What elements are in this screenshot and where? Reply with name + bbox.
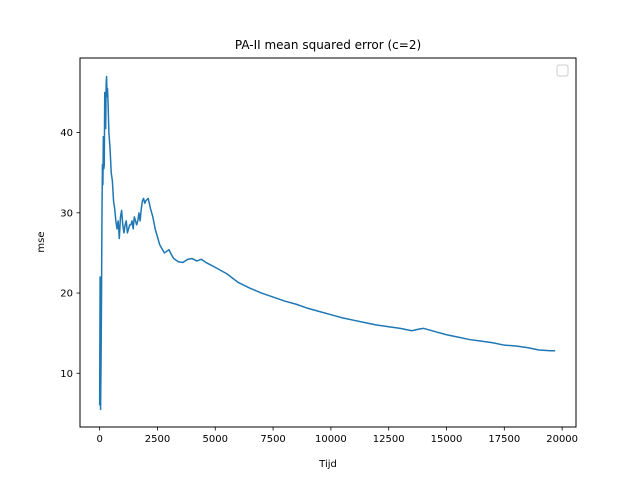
y-tick-label: 10	[60, 369, 73, 380]
x-tick-label: 2500	[145, 434, 170, 445]
x-tick-label: 10000	[315, 434, 347, 445]
axes-frame	[79, 57, 577, 428]
y-tick-label: 40	[60, 128, 73, 139]
series-line-0	[98, 75, 556, 411]
x-tick-label: 20000	[546, 434, 578, 445]
y-axis: 10 20 30 40	[60, 128, 80, 380]
chart-title: PA-II mean squared error (c=2)	[235, 38, 421, 52]
x-tick-label: 12500	[373, 434, 405, 445]
plot-area	[98, 75, 556, 411]
y-tick-label: 20	[60, 289, 73, 300]
x-tick-label: 17500	[488, 434, 520, 445]
x-axis: 0 2500 5000 7500 10000 12500 15000 17500 20000	[96, 427, 578, 445]
y-axis-label: mse	[36, 231, 47, 252]
x-tick-label: 0	[96, 434, 102, 445]
x-axis-label: Tijd	[318, 459, 337, 470]
y-tick-label: 30	[60, 208, 73, 219]
legend-box	[556, 64, 569, 77]
x-tick-label: 7500	[260, 434, 285, 445]
x-tick-label: 5000	[203, 434, 228, 445]
x-tick-label: 15000	[431, 434, 463, 445]
